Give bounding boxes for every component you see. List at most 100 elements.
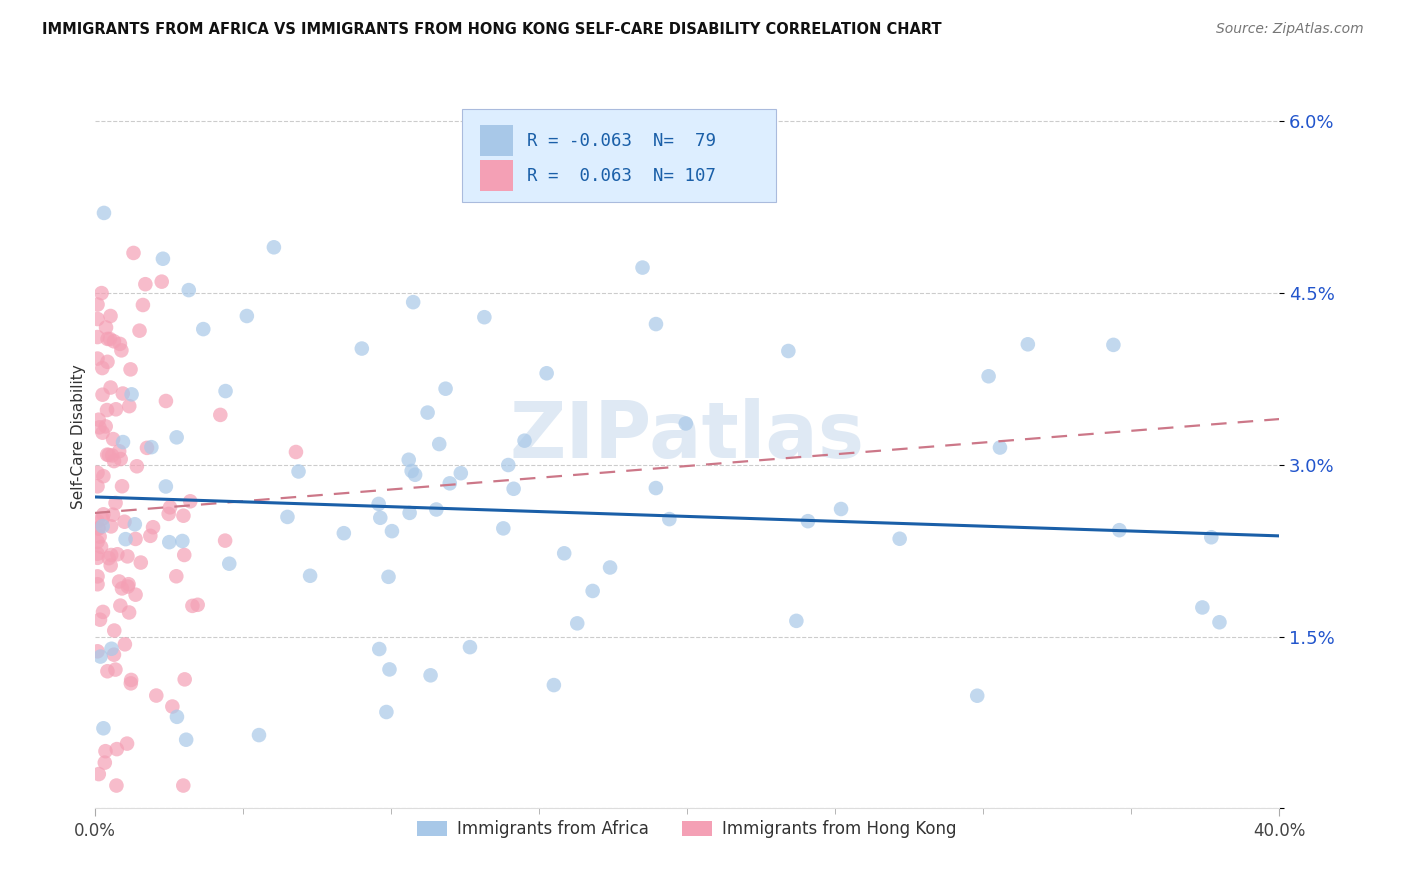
Point <box>103 334 125 349</box>
Point <box>299 568 322 582</box>
Point <box>145 689 167 703</box>
Point <box>458 640 481 654</box>
Point <box>472 310 495 325</box>
Point <box>172 508 194 523</box>
Point <box>100 548 122 562</box>
Point <box>553 546 575 560</box>
Point <box>87 412 110 426</box>
Point <box>631 260 654 275</box>
Point <box>96 403 118 417</box>
Point <box>132 298 155 312</box>
Point <box>179 494 201 508</box>
Point <box>104 496 127 510</box>
Point <box>134 277 156 292</box>
Point <box>645 317 668 331</box>
Point <box>150 275 173 289</box>
Point <box>333 526 356 541</box>
Point <box>141 440 163 454</box>
Point <box>118 399 141 413</box>
Point <box>91 511 114 525</box>
Text: R =  0.063  N= 107: R = 0.063 N= 107 <box>527 167 716 185</box>
Point <box>536 366 558 380</box>
Point <box>136 441 159 455</box>
Point <box>86 330 108 344</box>
Point <box>172 534 194 549</box>
Point <box>101 508 124 522</box>
Point <box>114 532 136 546</box>
Point <box>502 482 524 496</box>
Point <box>87 521 110 535</box>
Point <box>419 668 441 682</box>
Point <box>100 380 122 394</box>
Point <box>173 548 195 562</box>
Point <box>100 309 122 323</box>
Point <box>498 458 520 472</box>
Point <box>350 342 373 356</box>
Bar <box>479 125 513 156</box>
Point <box>86 569 108 583</box>
Point <box>543 678 565 692</box>
Point <box>90 540 112 554</box>
Point <box>797 514 820 528</box>
Point <box>86 479 108 493</box>
Point <box>988 441 1011 455</box>
Point <box>105 742 128 756</box>
Point <box>124 532 146 546</box>
Point <box>582 584 605 599</box>
Point <box>115 737 138 751</box>
Point <box>166 710 188 724</box>
Point <box>778 343 800 358</box>
Point <box>785 614 807 628</box>
Point <box>427 437 450 451</box>
Point <box>93 721 115 735</box>
Point <box>174 732 197 747</box>
Point <box>402 295 425 310</box>
Point <box>155 479 177 493</box>
Y-axis label: Self-Care Disability: Self-Care Disability <box>72 364 86 508</box>
Point <box>105 547 128 561</box>
Point <box>398 452 420 467</box>
Point <box>152 252 174 266</box>
Point <box>157 535 180 549</box>
Point <box>367 497 389 511</box>
Point <box>108 444 131 458</box>
Point <box>1201 530 1223 544</box>
Point <box>404 467 426 482</box>
Point <box>193 322 215 336</box>
Point <box>104 402 127 417</box>
Point <box>124 517 146 532</box>
Point <box>87 767 110 781</box>
Point <box>96 332 118 346</box>
Point <box>96 665 118 679</box>
Point <box>121 387 143 401</box>
Point <box>86 550 108 565</box>
Point <box>284 445 307 459</box>
Point <box>1108 523 1130 537</box>
Point <box>381 524 404 538</box>
Point <box>830 502 852 516</box>
Point <box>181 599 204 613</box>
Point <box>513 434 536 448</box>
Point <box>103 624 125 638</box>
Point <box>105 779 128 793</box>
Point <box>103 648 125 662</box>
Point <box>209 408 232 422</box>
Point <box>1191 600 1213 615</box>
Point <box>187 598 209 612</box>
Text: Source: ZipAtlas.com: Source: ZipAtlas.com <box>1216 22 1364 37</box>
Point <box>97 448 120 462</box>
Point <box>128 324 150 338</box>
Point <box>966 689 988 703</box>
Point <box>103 454 125 468</box>
Point <box>110 599 132 613</box>
Point <box>567 616 589 631</box>
Point <box>98 332 121 346</box>
Point <box>111 386 134 401</box>
Point <box>101 449 124 463</box>
Point <box>86 297 108 311</box>
Point <box>416 406 439 420</box>
Point <box>91 605 114 619</box>
Point <box>91 361 114 376</box>
Point <box>1017 337 1039 351</box>
Point <box>100 558 122 573</box>
